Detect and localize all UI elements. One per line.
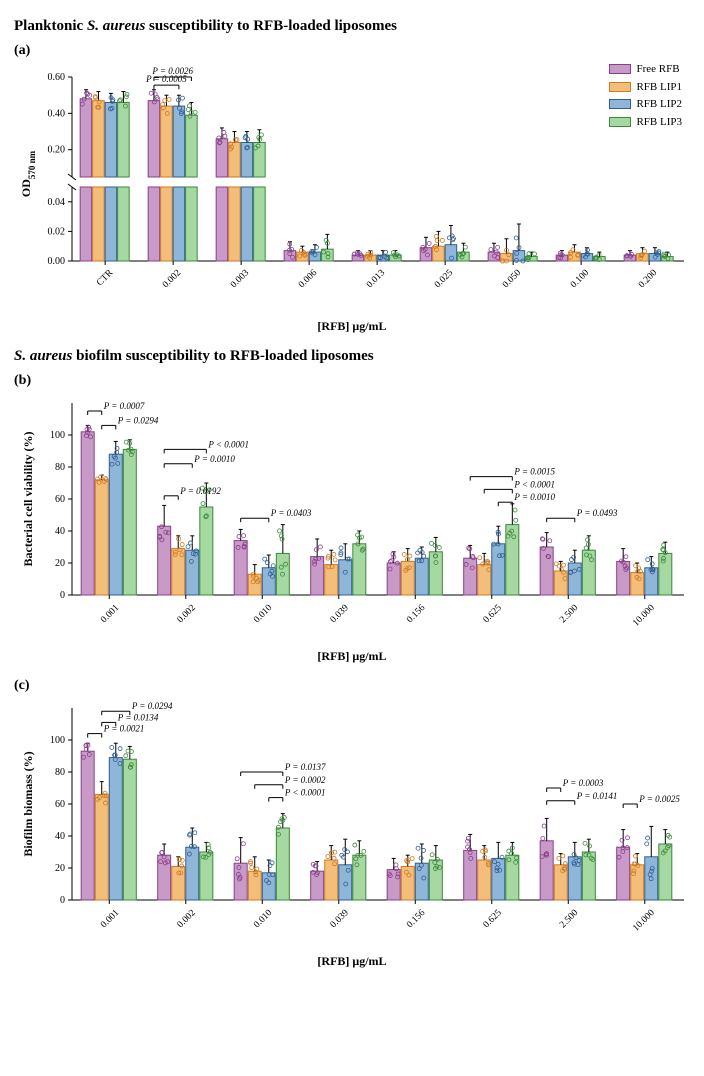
- svg-text:10.000: 10.000: [631, 603, 657, 629]
- svg-text:0: 0: [60, 895, 65, 906]
- svg-text:P = 0.0192: P = 0.0192: [179, 486, 221, 496]
- svg-text:P = 0.0021: P = 0.0021: [103, 724, 145, 734]
- chart-c: 0 20 40 60 80 100 Biofilm biomass (%) 0.001 0.00…: [14, 694, 690, 952]
- svg-text:P = 0.0403: P = 0.0403: [270, 508, 312, 518]
- svg-text:80: 80: [55, 462, 65, 473]
- svg-text:0.60: 0.60: [48, 72, 66, 83]
- panel-b-section: S. aureus biofilm susceptibility to RFB-…: [14, 348, 690, 664]
- svg-text:0.002: 0.002: [176, 603, 198, 625]
- svg-text:100: 100: [50, 430, 65, 441]
- chart-b: 0 20 40 60 80 100 Bacterial cell viability (%)…: [14, 389, 690, 647]
- svg-text:0.010: 0.010: [252, 908, 274, 930]
- svg-text:P < 0.0001: P < 0.0001: [513, 479, 555, 489]
- svg-text:40: 40: [55, 526, 65, 537]
- svg-text:0.050: 0.050: [501, 268, 523, 290]
- svg-text:10.000: 10.000: [631, 908, 657, 934]
- svg-text:0.002: 0.002: [176, 908, 198, 930]
- svg-text:P = 0.0025: P = 0.0025: [638, 794, 680, 804]
- svg-text:0.625: 0.625: [482, 908, 504, 930]
- svg-text:CTR: CTR: [95, 268, 116, 289]
- svg-text:0.039: 0.039: [329, 603, 351, 625]
- svg-text:0.025: 0.025: [433, 268, 455, 290]
- svg-text:0: 0: [60, 590, 65, 601]
- svg-text:P = 0.0010: P = 0.0010: [193, 454, 235, 464]
- svg-text:P = 0.0294: P = 0.0294: [117, 415, 159, 425]
- svg-text:OD570 nm: OD570 nm: [19, 150, 37, 197]
- svg-text:0.00: 0.00: [48, 256, 66, 267]
- svg-text:0.013: 0.013: [365, 268, 387, 290]
- svg-text:60: 60: [55, 494, 65, 505]
- svg-text:0.100: 0.100: [569, 268, 591, 290]
- svg-text:0.40: 0.40: [48, 108, 66, 119]
- xlabel-c: [RFB] μg/mL: [14, 954, 690, 969]
- panel-c-label: (c): [14, 678, 690, 694]
- panel-b-label: (b): [14, 373, 690, 389]
- svg-text:40: 40: [55, 831, 65, 842]
- chart-a: Free RFBRFB LIP1RFB LIP2RFB LIP3 0.20 0.4…: [14, 59, 690, 317]
- xlabel-b: [RFB] μg/mL: [14, 649, 690, 664]
- svg-text:2.500: 2.500: [558, 603, 580, 625]
- xlabel-a: [RFB] μg/mL: [14, 319, 690, 334]
- panel-a-label: (a): [14, 43, 690, 59]
- svg-text:P = 0.0003: P = 0.0003: [562, 778, 604, 788]
- svg-text:0.003: 0.003: [229, 268, 251, 290]
- svg-text:0.20: 0.20: [48, 145, 66, 156]
- svg-text:Biofilm biomass (%): Biofilm biomass (%): [21, 751, 35, 856]
- svg-text:P = 0.0005: P = 0.0005: [145, 74, 187, 84]
- title-b: S. aureus biofilm susceptibility to RFB-…: [14, 348, 690, 365]
- svg-text:80: 80: [55, 767, 65, 778]
- svg-text:P = 0.0294: P = 0.0294: [131, 701, 173, 711]
- svg-text:P = 0.0141: P = 0.0141: [576, 791, 618, 801]
- svg-text:0.006: 0.006: [297, 268, 319, 290]
- svg-text:20: 20: [55, 558, 65, 569]
- panel-a-section: Planktonic S. aureus susceptibility to R…: [14, 18, 690, 334]
- svg-text:0.039: 0.039: [329, 908, 351, 930]
- svg-text:0.001: 0.001: [99, 908, 121, 930]
- svg-text:0.02: 0.02: [48, 226, 66, 237]
- title-a: Planktonic S. aureus susceptibility to R…: [14, 18, 690, 35]
- svg-text:P = 0.0134: P = 0.0134: [117, 712, 159, 722]
- svg-text:0.010: 0.010: [252, 603, 274, 625]
- svg-text:0.156: 0.156: [405, 908, 427, 930]
- svg-text:0.625: 0.625: [482, 603, 504, 625]
- svg-text:P = 0.0137: P = 0.0137: [284, 762, 326, 772]
- svg-text:0.002: 0.002: [161, 268, 183, 290]
- svg-text:P = 0.0010: P = 0.0010: [513, 492, 555, 502]
- svg-text:Bacterial cell viability (%): Bacterial cell viability (%): [21, 432, 35, 567]
- svg-text:0.001: 0.001: [99, 603, 121, 625]
- svg-text:100: 100: [50, 735, 65, 746]
- svg-text:20: 20: [55, 863, 65, 874]
- svg-text:60: 60: [55, 799, 65, 810]
- svg-text:P = 0.0015: P = 0.0015: [513, 467, 555, 477]
- legend-item: RFB LIP2: [609, 96, 682, 113]
- svg-text:0.156: 0.156: [405, 603, 427, 625]
- legend-item: Free RFB: [609, 61, 682, 78]
- svg-text:P < 0.0001: P < 0.0001: [207, 439, 249, 449]
- svg-text:P = 0.0493: P = 0.0493: [576, 508, 618, 518]
- svg-text:P = 0.0002: P = 0.0002: [284, 775, 326, 785]
- svg-text:2.500: 2.500: [558, 908, 580, 930]
- svg-text:P = 0.0007: P = 0.0007: [103, 401, 145, 411]
- svg-text:0.04: 0.04: [48, 197, 66, 208]
- svg-text:P < 0.0001: P < 0.0001: [284, 788, 326, 798]
- legend: Free RFBRFB LIP1RFB LIP2RFB LIP3: [609, 61, 682, 131]
- legend-item: RFB LIP3: [609, 114, 682, 131]
- svg-text:0.200: 0.200: [637, 268, 659, 290]
- panel-c-section: (c) 0 20 40 60 80 100 Biofilm biomass (%) 0.001…: [14, 678, 690, 969]
- legend-item: RFB LIP1: [609, 79, 682, 96]
